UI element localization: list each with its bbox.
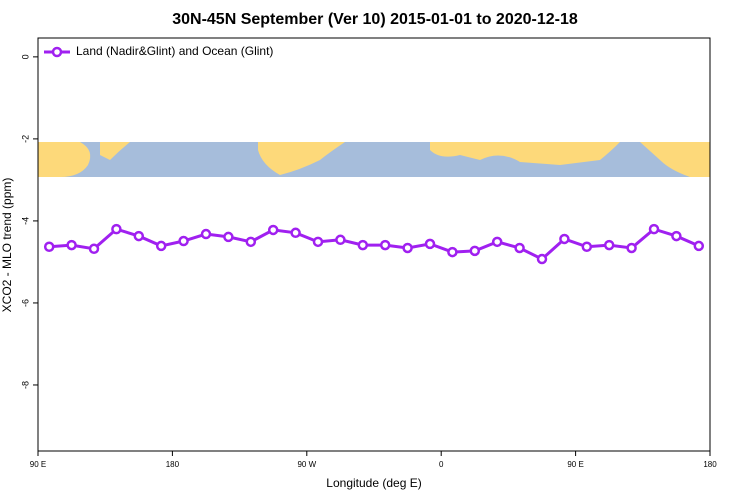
legend-label: Land (Nadir&Glint) and Ocean (Glint)	[76, 44, 273, 58]
x-tick-label: 90 E	[30, 460, 46, 469]
point	[66, 239, 77, 251]
point	[559, 233, 570, 245]
legend-marker	[51, 46, 63, 58]
point	[379, 239, 391, 251]
point	[178, 235, 189, 247]
point	[312, 236, 324, 248]
point	[43, 241, 55, 253]
point	[671, 230, 682, 242]
point	[223, 231, 234, 243]
y-tick-label: -6	[20, 299, 30, 307]
point	[357, 239, 369, 251]
line	[49, 227, 700, 261]
point	[155, 240, 167, 252]
point	[111, 223, 122, 235]
map-strip	[38, 142, 710, 177]
point	[335, 234, 346, 246]
point	[693, 240, 705, 252]
point	[603, 239, 615, 251]
y-axis-label: XCO2 - MLO trend (ppm)	[0, 178, 14, 313]
y-tick-label: -8	[20, 381, 30, 389]
x-tick-label: 180	[703, 460, 717, 469]
y-tick-label: -2	[20, 135, 30, 143]
point	[447, 246, 458, 258]
y-tick-label: 0	[20, 54, 30, 59]
point	[491, 236, 503, 248]
x-tick-label: 90 E	[567, 460, 583, 469]
point	[626, 242, 637, 254]
point	[424, 238, 436, 250]
x-tick-label: 90 W	[297, 460, 316, 469]
point	[267, 224, 279, 236]
x-tick-label: 180	[166, 460, 180, 469]
point	[402, 242, 413, 254]
point	[581, 241, 593, 253]
point	[648, 223, 660, 235]
x-axis-label: Longitude (deg E)	[326, 476, 421, 490]
point	[469, 245, 481, 257]
point	[88, 243, 100, 255]
point	[290, 227, 301, 239]
plot-frame	[37, 37, 711, 452]
point	[536, 253, 548, 265]
point	[245, 236, 257, 248]
chart-title: 30N-45N September (Ver 10) 2015-01-01 to…	[172, 11, 578, 28]
y-tick-label: -4	[20, 217, 30, 225]
point	[200, 228, 212, 240]
x-tick-label: 0	[439, 460, 444, 469]
point	[133, 230, 145, 242]
point	[514, 242, 525, 254]
